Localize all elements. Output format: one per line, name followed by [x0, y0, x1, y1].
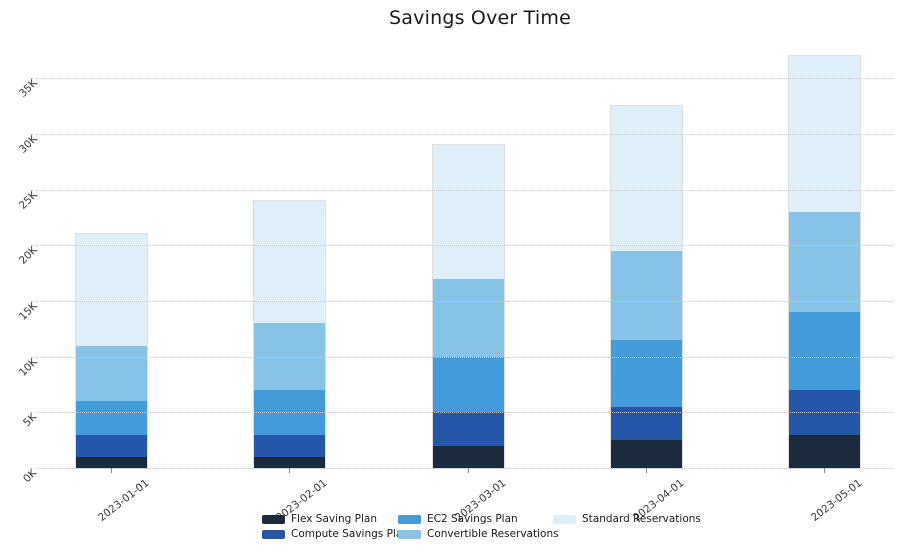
x-axis-tick: [646, 468, 647, 473]
bar-segment-standard-reservations: [253, 200, 325, 324]
legend-label: Convertible Reservations: [427, 528, 559, 540]
legend-item: Convertible Reservations: [398, 528, 559, 541]
bar-segment-standard-reservations: [432, 145, 504, 279]
legend-swatch: [262, 515, 285, 524]
bar-segment-compute-savings-plan: [432, 412, 504, 446]
legend-swatch: [398, 530, 421, 539]
x-axis-tick: [289, 468, 290, 473]
x-axis-tick-label: 2023-05-01: [808, 477, 865, 525]
legend-label: Standard Reservations: [582, 513, 701, 525]
x-axis-tick: [111, 468, 112, 473]
stacked-bar: [787, 55, 861, 469]
bar-segment-convertible-reservations: [432, 278, 504, 357]
chart-title: Savings Over Time: [389, 7, 571, 29]
legend-item: Compute Savings Plan: [262, 528, 409, 541]
y-axis-tick-label: 0K: [21, 467, 40, 486]
y-axis-tick-label: 5K: [21, 411, 40, 430]
bar-segment-ec2-savings-plan: [75, 401, 147, 435]
bar-segment-flex-saving-plan: [610, 440, 682, 468]
legend-label: Flex Saving Plan: [291, 513, 378, 525]
legend-item: Standard Reservations: [553, 513, 701, 526]
bar-segment-flex-saving-plan: [253, 456, 325, 468]
stacked-bar: [74, 233, 148, 469]
y-gridline: [36, 189, 893, 191]
bar-segment-flex-saving-plan: [788, 434, 860, 468]
y-axis-tick-label: 30K: [16, 133, 40, 156]
legend-label: Compute Savings Plan: [291, 528, 409, 540]
bar-segment-compute-savings-plan: [75, 434, 147, 457]
y-gridline: [36, 301, 893, 303]
legend-label: EC2 Savings Plan: [427, 513, 518, 525]
y-axis-tick-label: 35K: [16, 77, 40, 101]
y-axis-tick-label: 15K: [16, 300, 40, 323]
y-gridline: [36, 468, 893, 469]
bar-segment-compute-savings-plan: [253, 434, 325, 457]
bar-segment-convertible-reservations: [75, 345, 147, 402]
y-gridline: [36, 245, 893, 247]
stacked-bar: [431, 144, 505, 469]
y-gridline: [36, 134, 893, 136]
bar-segment-flex-saving-plan: [432, 445, 504, 468]
legend-swatch: [553, 515, 576, 524]
y-gridline: [36, 356, 893, 358]
y-axis-tick-label: 25K: [16, 188, 40, 212]
legend-swatch: [262, 530, 285, 539]
legend-item: EC2 Savings Plan: [398, 513, 518, 526]
x-axis-tick: [824, 468, 825, 473]
bar-segment-convertible-reservations: [610, 250, 682, 340]
stacked-bar: [609, 105, 683, 469]
x-axis-tick-label: 2023-01-01: [95, 477, 152, 525]
legend-item: Flex Saving Plan: [262, 513, 377, 526]
legend-swatch: [398, 515, 421, 524]
y-axis-tick-label: 20K: [16, 244, 40, 268]
y-gridline: [36, 412, 893, 414]
bar-segment-flex-saving-plan: [75, 456, 147, 468]
bar-segment-standard-reservations: [610, 106, 682, 251]
bar-segment-ec2-savings-plan: [432, 356, 504, 413]
x-axis-tick: [468, 468, 469, 473]
bar-segment-standard-reservations: [75, 234, 147, 346]
bar-segment-ec2-savings-plan: [610, 340, 682, 407]
y-axis-tick-label: 10K: [16, 355, 40, 379]
y-gridline: [36, 78, 893, 80]
stacked-bar: [252, 199, 326, 469]
bar-segment-convertible-reservations: [788, 212, 860, 313]
bar-segment-ec2-savings-plan: [788, 312, 860, 391]
